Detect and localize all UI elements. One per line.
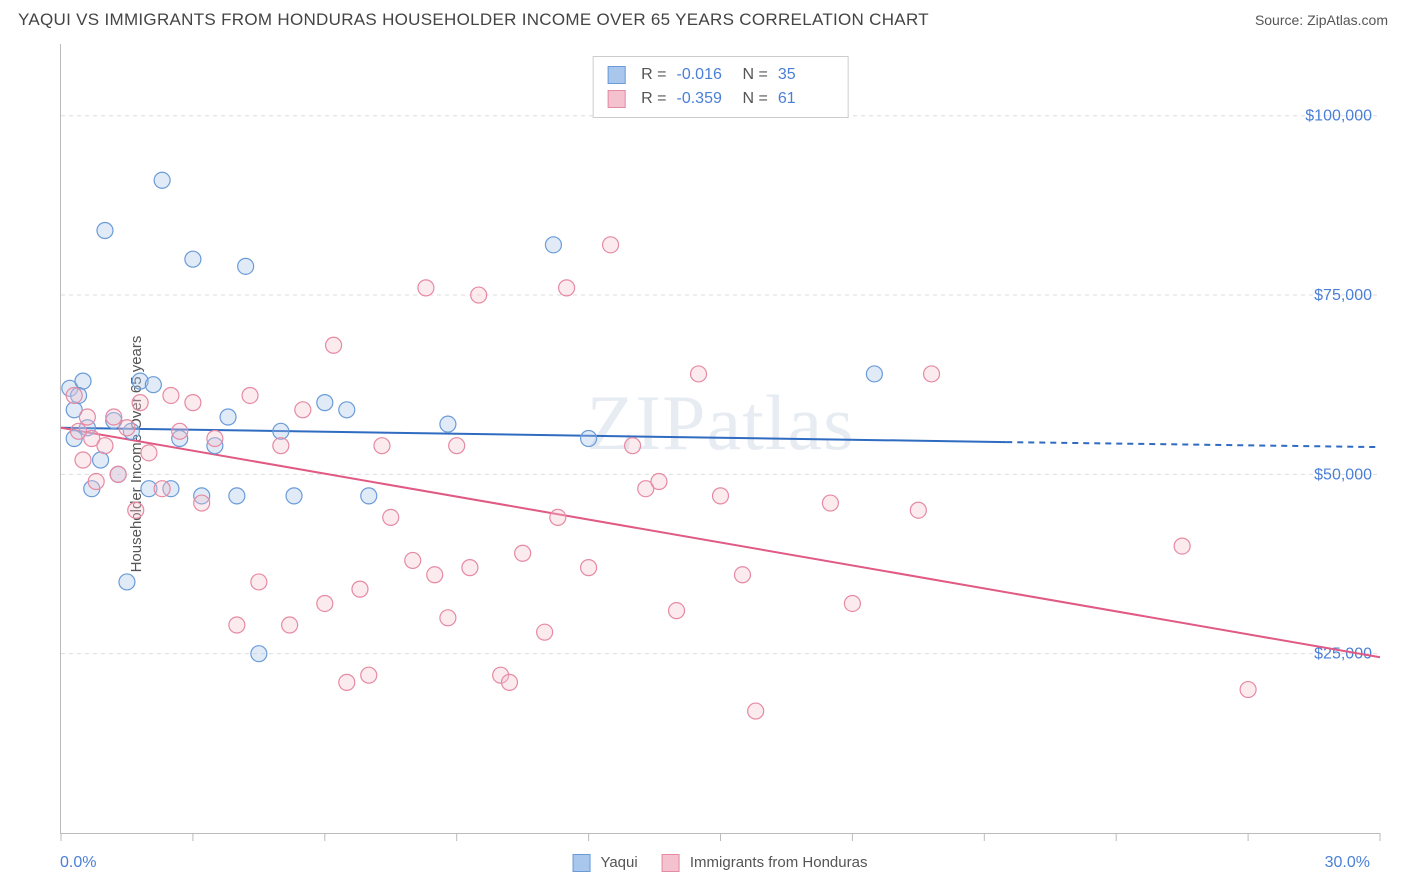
bottom-legend: Yaqui Immigrants from Honduras	[573, 854, 868, 872]
swatch-yaqui	[607, 66, 625, 84]
n-value-yaqui: 35	[778, 63, 834, 87]
r-value-yaqui: -0.016	[677, 63, 733, 87]
r-value-honduras: -0.359	[677, 87, 733, 111]
legend-item-yaqui: Yaqui	[573, 854, 638, 872]
x-axis-min-label: 0.0%	[60, 854, 96, 872]
legend-row-yaqui: R = -0.016 N = 35	[607, 63, 834, 87]
plot-area: ZIPatlas R = -0.016 N = 35 R = -0.359 N …	[60, 44, 1380, 834]
swatch-yaqui-bottom	[573, 854, 591, 872]
correlation-legend: R = -0.016 N = 35 R = -0.359 N = 61	[592, 56, 849, 118]
chart-container: Householder Income Over 65 years ZIPatla…	[50, 44, 1390, 864]
svg-text:$100,000: $100,000	[1305, 108, 1372, 125]
svg-text:$50,000: $50,000	[1314, 466, 1372, 483]
svg-text:$75,000: $75,000	[1314, 287, 1372, 304]
legend-label-yaqui: Yaqui	[600, 854, 637, 871]
legend-label-honduras: Immigrants from Honduras	[690, 854, 868, 871]
header: YAQUI VS IMMIGRANTS FROM HONDURAS HOUSEH…	[0, 0, 1406, 36]
chart-title: YAQUI VS IMMIGRANTS FROM HONDURAS HOUSEH…	[18, 10, 929, 30]
n-value-honduras: 61	[778, 87, 834, 111]
swatch-honduras-bottom	[662, 854, 680, 872]
source-attribution: Source: ZipAtlas.com	[1255, 12, 1388, 28]
legend-item-honduras: Immigrants from Honduras	[662, 854, 868, 872]
plot-svg: $25,000$50,000$75,000$100,000	[61, 44, 1380, 833]
swatch-honduras	[607, 90, 625, 108]
legend-row-honduras: R = -0.359 N = 61	[607, 87, 834, 111]
x-axis-max-label: 30.0%	[1325, 854, 1370, 872]
